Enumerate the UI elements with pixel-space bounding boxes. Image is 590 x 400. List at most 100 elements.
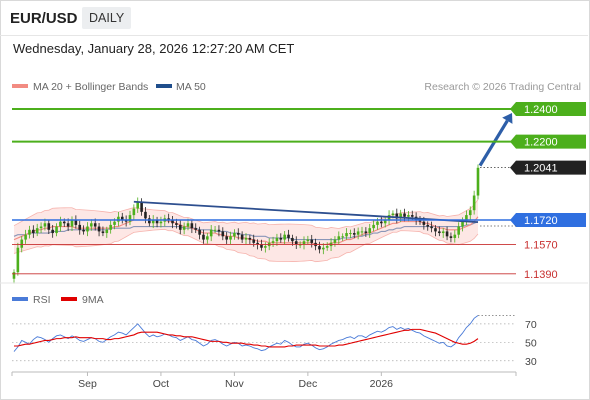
candle-body	[333, 239, 337, 243]
timeframe-badge[interactable]: DAILY	[82, 7, 132, 29]
candle-body	[275, 237, 279, 242]
candle-body	[82, 229, 85, 232]
candle-body	[148, 218, 151, 224]
candle-body	[90, 223, 93, 227]
candle-body	[24, 234, 27, 240]
candle-body	[12, 272, 16, 279]
candle-body	[229, 236, 232, 240]
candle-body	[422, 221, 426, 225]
level-label-1.1390: 1.1390	[524, 269, 558, 281]
candle-body	[202, 234, 205, 240]
candle-body	[124, 220, 128, 222]
level-label-1.1720: 1.1720	[524, 215, 558, 227]
candle-body	[380, 221, 383, 224]
candle-body	[438, 231, 441, 234]
candle-body	[70, 220, 74, 227]
candle-body	[302, 241, 306, 245]
trendline	[133, 200, 479, 224]
candle-body	[283, 234, 286, 240]
candle-body	[109, 224, 112, 230]
candle-body	[461, 221, 464, 227]
projection-arrow-head	[502, 113, 513, 124]
level-tag-bg	[510, 134, 586, 149]
candle-body	[233, 233, 236, 237]
candle-body	[117, 216, 120, 222]
level-label-1.1570: 1.1570	[524, 239, 558, 251]
candle-body	[28, 229, 31, 235]
candle-body	[136, 202, 140, 209]
candle-body	[159, 221, 163, 224]
candle-body	[306, 239, 310, 242]
candle-body	[449, 236, 453, 238]
source-credit: Research © 2026 Trading Central	[424, 81, 581, 93]
current-price-bg	[510, 160, 586, 175]
candle-body	[279, 237, 283, 240]
candle-body	[47, 223, 51, 230]
candle-body	[155, 220, 159, 224]
candle-body	[372, 224, 375, 229]
x-tick-Nov: Nov	[225, 378, 244, 390]
level-label-1.2200: 1.2200	[524, 137, 558, 149]
ma9-legend-swatch	[61, 297, 77, 301]
candle-body	[264, 246, 267, 248]
candle-body	[465, 215, 468, 222]
levels: 1.2400 1.2200 1.1720 1.1570 1.1390 1.2041	[12, 102, 586, 281]
candle-body	[101, 231, 105, 234]
candle-body	[97, 226, 101, 232]
candle-body	[35, 228, 39, 234]
candle-body	[453, 234, 457, 238]
candle-body	[167, 218, 170, 220]
candle-body	[225, 236, 228, 240]
candle-body	[39, 226, 43, 229]
candle-body	[476, 167, 480, 196]
candle-body	[62, 221, 66, 224]
candle-body	[410, 215, 414, 217]
candle-body	[345, 233, 348, 237]
timestamp: Wednesday, January 28, 2026 12:27:20 AM …	[13, 41, 295, 56]
candle-body	[291, 237, 294, 242]
candle-body	[244, 237, 248, 240]
candle-body	[221, 231, 225, 237]
candle-body	[426, 224, 430, 227]
candle-body	[434, 228, 437, 232]
candle-body	[240, 234, 244, 240]
candle-body	[287, 234, 290, 238]
candle-body	[376, 221, 379, 225]
candle-body	[132, 208, 136, 216]
candle-body	[144, 211, 147, 219]
current-price-label: 1.2041	[524, 163, 558, 175]
x-tick-Dec: Dec	[299, 378, 318, 390]
candle-body	[364, 231, 368, 234]
rsi-tick-50: 50	[525, 337, 537, 349]
candle-body	[418, 220, 422, 222]
candle-body	[399, 213, 402, 219]
candle-body	[457, 226, 460, 235]
candle-body	[66, 223, 70, 227]
candle-body	[248, 237, 252, 240]
level-label-1.2400: 1.2400	[524, 104, 558, 116]
candle-body	[86, 226, 89, 232]
ma9-legend-label: 9MA	[82, 294, 104, 306]
candle-body	[360, 231, 364, 233]
candle-body	[93, 223, 97, 227]
candle-body	[356, 231, 360, 235]
candle-body	[349, 233, 352, 235]
candle-body	[128, 215, 132, 222]
candle-body	[217, 229, 221, 232]
rsi-legend-swatch	[12, 297, 28, 301]
candle-body	[236, 233, 240, 235]
candle-body	[198, 229, 201, 235]
candle-body	[472, 195, 476, 211]
level-tag-1.2400: 1.2400	[510, 102, 586, 117]
candle-body	[182, 226, 186, 230]
candle-body	[271, 241, 275, 243]
rsi-legend-label: RSI	[33, 294, 51, 306]
projection-arrow-shaft	[478, 119, 509, 167]
candle-body	[78, 224, 82, 230]
candle-body	[113, 221, 116, 225]
candle-body	[175, 223, 178, 225]
x-tick-Sep: Sep	[78, 378, 97, 390]
candle-body	[186, 223, 190, 227]
